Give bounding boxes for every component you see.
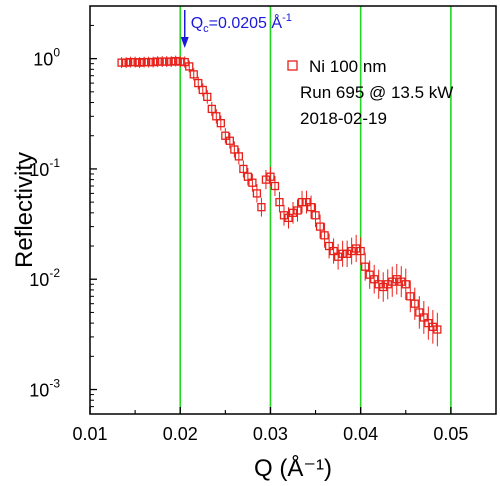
data-point [419, 313, 428, 322]
data-point [180, 57, 189, 67]
data-point [392, 275, 401, 284]
data-point [153, 57, 162, 66]
x-tick-label: 0.05 [433, 424, 468, 444]
data-point [216, 119, 225, 128]
data-point [315, 222, 325, 231]
data-point [239, 164, 248, 174]
data-point [297, 197, 307, 207]
plot-frame [89, 5, 497, 415]
anno-sub: c [203, 23, 209, 35]
data-point [121, 58, 131, 67]
data-point [207, 104, 216, 114]
grid-lines [179, 6, 452, 414]
data-point [203, 92, 212, 102]
anno-prefix: Q [191, 15, 203, 32]
data-point [347, 246, 356, 256]
data-point [293, 206, 302, 215]
critical-q-annotation: Qc=0.0205 Å-1 [180, 10, 292, 48]
data-point [428, 322, 437, 332]
data-point [374, 280, 383, 289]
data-point [198, 85, 207, 95]
data-point [415, 308, 424, 317]
data-point [379, 282, 388, 292]
data-point [388, 277, 397, 286]
data-point [338, 249, 347, 258]
data-point [370, 275, 379, 284]
data-point [117, 58, 126, 67]
data-point [248, 178, 257, 187]
data-point [410, 299, 419, 308]
arrow-head-icon [180, 37, 189, 48]
data-point [126, 57, 135, 67]
data-point [144, 57, 153, 67]
data-point [311, 211, 320, 220]
data-point [176, 57, 185, 66]
y-tick-label: 10-2 [29, 266, 60, 290]
data-point [433, 325, 442, 334]
data-point [221, 131, 230, 140]
data-point [167, 57, 176, 66]
y-tick-label: 100 [33, 46, 60, 70]
data-point [130, 57, 140, 67]
anno-sup: -1 [282, 12, 292, 24]
data-point [342, 249, 352, 258]
data-point [212, 112, 221, 121]
x-tick-label: 0.02 [163, 424, 198, 444]
data-point [266, 172, 275, 181]
data-point [302, 197, 311, 207]
data-point [162, 57, 171, 66]
data-point [234, 152, 244, 161]
x-tick-label: 0.03 [253, 424, 288, 444]
data-point [275, 197, 284, 207]
anno-mid: =0.0205 Å [209, 13, 283, 32]
data-point [139, 57, 149, 67]
x-axis: 0.01 0.02 0.03 0.04 0.05 [72, 407, 468, 444]
y-axis-title: Reflectivity [11, 152, 38, 268]
data-point [185, 62, 194, 71]
data-point [230, 145, 239, 154]
data-point [320, 231, 329, 240]
legend-series-name: Ni 100 nm [309, 57, 386, 76]
x-tick-label: 0.04 [343, 424, 378, 444]
legend-date: 2018-02-19 [300, 109, 387, 128]
data-point [279, 211, 289, 220]
data-point [397, 277, 406, 286]
data-point [306, 203, 316, 212]
legend-run-info: Run 695 @ 13.5 kW [300, 83, 453, 102]
data-point [352, 244, 361, 253]
data-point [406, 292, 415, 301]
data-point [324, 241, 334, 251]
data-point [225, 136, 234, 145]
data-point [401, 280, 410, 289]
critical-q-label: Qc=0.0205 Å-1 [191, 12, 292, 35]
data-point [329, 246, 338, 256]
x-axis-title: Q (Å⁻¹) [254, 454, 332, 482]
data-series [117, 55, 442, 347]
data-point [135, 58, 144, 67]
data-point [243, 172, 253, 181]
data-point [270, 181, 280, 191]
legend: Ni 100 nm Run 695 @ 13.5 kW 2018-02-19 [287, 57, 453, 128]
legend-marker-square [287, 60, 298, 71]
y-tick-label: 10-3 [29, 377, 60, 401]
data-point [288, 208, 298, 217]
data-point [365, 270, 374, 279]
y-tick-label: 10-1 [29, 156, 60, 180]
data-point [194, 78, 203, 88]
data-point [361, 262, 370, 271]
data-point [158, 57, 167, 66]
data-point [383, 280, 392, 289]
data-point [257, 203, 266, 212]
data-point [189, 70, 198, 79]
x-tick-label: 0.01 [72, 424, 107, 444]
data-point [171, 56, 180, 66]
data-point [252, 189, 262, 198]
data-point [284, 213, 293, 223]
y-axis: 100 10-1 10-2 10-3 [29, 5, 97, 408]
data-point [356, 246, 365, 256]
data-point [149, 57, 158, 67]
